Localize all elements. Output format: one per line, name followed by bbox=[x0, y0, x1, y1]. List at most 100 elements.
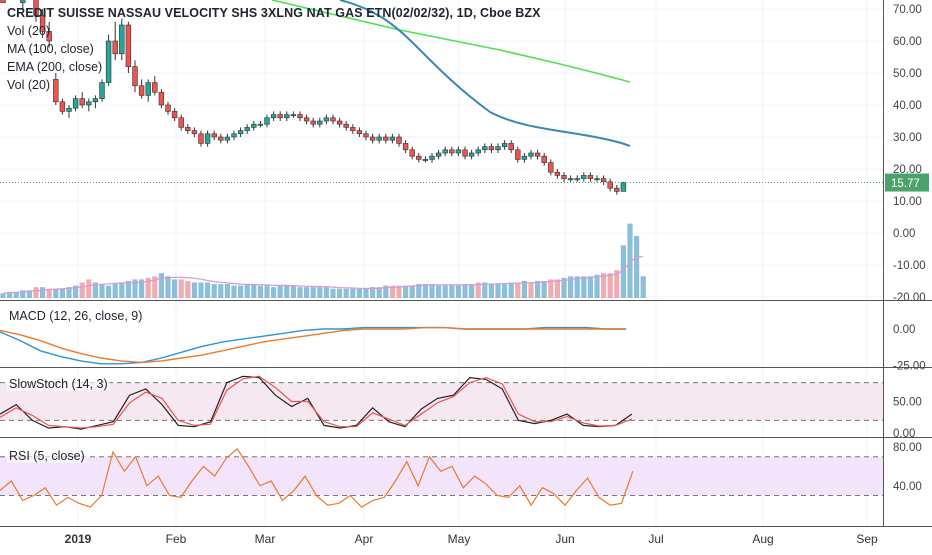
candle-body bbox=[66, 107, 72, 112]
volume-bar bbox=[455, 285, 461, 298]
rsi-label[interactable]: RSI (5, close) bbox=[7, 449, 87, 463]
candle-body bbox=[86, 101, 92, 106]
price-tick-label: 40.00 bbox=[893, 100, 922, 112]
candle-body bbox=[350, 127, 356, 131]
volume-bar bbox=[13, 291, 19, 298]
symbol-title[interactable]: CREDIT SUISSE NASSAU VELOCITY SHS 3XLNG … bbox=[7, 6, 541, 20]
volume-bar bbox=[297, 287, 303, 298]
volume-bar bbox=[475, 282, 481, 298]
price-tick-label: 20.00 bbox=[893, 164, 922, 176]
candle-body bbox=[587, 175, 594, 179]
volume-bar bbox=[396, 285, 402, 298]
rsi-tick-label: 80.00 bbox=[893, 442, 922, 454]
candle-body bbox=[396, 136, 402, 144]
volume-bar bbox=[224, 284, 230, 298]
ma100-line bbox=[339, 0, 631, 147]
legend-ema200[interactable]: EMA (200, close) bbox=[7, 60, 103, 74]
candle-body bbox=[343, 123, 349, 128]
volume-bar bbox=[158, 273, 164, 298]
volume-bar bbox=[290, 285, 296, 298]
candle-body bbox=[237, 130, 244, 135]
candle-body bbox=[251, 123, 257, 128]
volume-bar bbox=[277, 285, 283, 298]
legend-vol-2[interactable]: Vol (20) bbox=[7, 78, 51, 92]
candle-body bbox=[178, 117, 184, 128]
volume-bar bbox=[634, 236, 640, 298]
volume-bar bbox=[172, 279, 178, 298]
candle-body bbox=[614, 187, 620, 192]
volume-bar bbox=[482, 282, 488, 298]
candle-body bbox=[244, 127, 250, 131]
candle-body bbox=[99, 82, 105, 99]
candle-body bbox=[211, 133, 217, 138]
candle-body bbox=[521, 155, 528, 160]
candle-body bbox=[541, 155, 547, 163]
candle-body bbox=[369, 136, 376, 141]
volume-bar bbox=[33, 287, 39, 298]
legend-ma100[interactable]: MA (100, close) bbox=[7, 42, 94, 56]
x-axis-label: May bbox=[448, 532, 471, 546]
volume-bar bbox=[614, 270, 620, 298]
volume-bar bbox=[528, 282, 534, 298]
candle-body bbox=[165, 104, 171, 112]
macd-label[interactable]: MACD (12, 26, close, 9) bbox=[7, 309, 145, 323]
volume-bar bbox=[244, 284, 250, 298]
candle-body bbox=[303, 117, 310, 122]
volume-bar bbox=[561, 277, 567, 298]
volume-bar bbox=[337, 288, 343, 298]
volume-bar bbox=[568, 276, 574, 298]
volume-bar bbox=[323, 287, 329, 298]
volume-bar bbox=[442, 285, 448, 298]
candle-body bbox=[482, 146, 488, 151]
candle-body bbox=[383, 136, 389, 141]
candle-body bbox=[422, 159, 429, 161]
candle-body bbox=[119, 24, 125, 55]
volume-bar bbox=[521, 280, 527, 298]
candle-body bbox=[112, 40, 118, 55]
candle-body bbox=[191, 130, 198, 135]
candle-body bbox=[462, 149, 468, 157]
macd-tick-label: 0.00 bbox=[893, 324, 915, 336]
candle-body bbox=[475, 149, 481, 154]
stoch-label[interactable]: SlowStoch (14, 3) bbox=[7, 377, 110, 391]
candle-body bbox=[79, 98, 85, 106]
volume-bar bbox=[317, 287, 323, 298]
candle-body bbox=[323, 117, 330, 122]
last-price-label: 15.77 bbox=[891, 178, 920, 190]
candle-body bbox=[600, 178, 607, 183]
stoch-d-line bbox=[0, 375, 633, 429]
price-tick-label: -10.00 bbox=[893, 260, 926, 272]
candle-body bbox=[310, 120, 316, 125]
volume-bar bbox=[403, 285, 409, 298]
volume-bar bbox=[541, 280, 547, 298]
volume-bar bbox=[370, 287, 376, 298]
candle-body bbox=[257, 123, 264, 126]
rsi-line bbox=[0, 447, 634, 508]
candle-body bbox=[488, 146, 495, 151]
volume-bar bbox=[422, 284, 428, 298]
volume-bar bbox=[554, 279, 560, 298]
candle-body bbox=[515, 149, 521, 160]
candle-body bbox=[620, 182, 627, 192]
volume-bar bbox=[502, 284, 508, 298]
candle-body bbox=[574, 178, 580, 181]
volume-bar bbox=[330, 288, 336, 298]
candle-body bbox=[376, 136, 382, 141]
candle-body bbox=[158, 91, 165, 106]
candle-body bbox=[435, 152, 442, 157]
volume-bar bbox=[436, 285, 442, 298]
rsi-tick-label: 40.00 bbox=[893, 481, 922, 493]
volume-bar bbox=[59, 288, 65, 298]
candle-body bbox=[0, 0, 6, 3]
candle-body bbox=[53, 79, 59, 103]
candle-body bbox=[33, 0, 39, 16]
volume-bar bbox=[0, 293, 6, 298]
volume-bar bbox=[66, 287, 72, 298]
legend-vol[interactable]: Vol (20) bbox=[7, 24, 51, 38]
volume-bar bbox=[574, 276, 580, 298]
rsi-band bbox=[0, 456, 883, 496]
volume-bar bbox=[86, 279, 92, 298]
candle-body bbox=[105, 40, 112, 83]
